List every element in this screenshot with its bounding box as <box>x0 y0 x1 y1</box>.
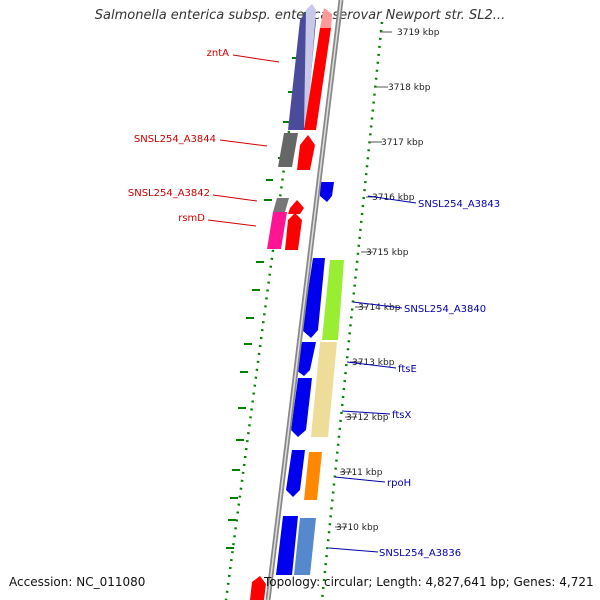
tick-label: 3715 kbp <box>366 248 409 258</box>
tick-label: 3717 kbp <box>381 138 424 148</box>
backbone-highlight <box>267 0 342 600</box>
gene-label-SNSL254_A3842: SNSL254_A3842 <box>128 188 210 199</box>
tick-label: 3716 kbp <box>372 193 415 203</box>
tick-label: 3714 kbp <box>358 303 401 313</box>
gene-label-rpoH: rpoH <box>387 478 411 489</box>
gene-block-SNSL254_A3840-track <box>322 260 344 340</box>
gene-label-ftsE: ftsE <box>398 364 417 375</box>
gene-block-SNSL254_A3843 <box>320 182 334 202</box>
gene-block-ftsE <box>296 342 316 376</box>
gene-block-SNSL254_A3836 <box>276 516 298 575</box>
gene-label-SNSL254_A3844: SNSL254_A3844 <box>134 134 216 145</box>
accession-label: Accession: NC_011080 <box>9 575 146 589</box>
map-title: Salmonella enterica subsp. enterica sero… <box>94 8 506 23</box>
gene-label-zntA: zntA <box>207 48 230 59</box>
gene-block-bottom <box>250 576 266 600</box>
gene-block-SNSL254_A3840 <box>302 258 325 338</box>
gene-block-rpoH <box>286 450 305 497</box>
gene-block-ftsE-track <box>311 342 337 437</box>
tick-label: 3712 kbp <box>346 413 389 423</box>
gene-block-ftsX <box>291 378 312 437</box>
gc-content-track-inner <box>320 21 384 600</box>
gene-block-zntA-shade <box>304 4 316 128</box>
gene-block-rsmD <box>267 212 287 249</box>
gene-block-rpoH-track <box>304 452 322 500</box>
gene-block-SNSL254_A3844-forward <box>297 135 315 170</box>
tick-label: 3719 kbp <box>397 28 440 38</box>
tick-label: 3713 kbp <box>352 358 395 368</box>
tick-marks <box>335 31 392 528</box>
gc-content-track-outer <box>224 11 307 600</box>
gene-block-SNSL254_A3842-forward <box>288 200 304 214</box>
forward-label-leaders <box>328 195 417 553</box>
tick-label: 3710 kbp <box>336 523 379 533</box>
tick-label: 3711 kbp <box>340 468 383 478</box>
gene-label-SNSL254_A3843: SNSL254_A3843 <box>418 199 500 210</box>
gene-label-SNSL254_A3840: SNSL254_A3840 <box>404 304 486 315</box>
gene-label-rsmD: rsmD <box>178 213 205 224</box>
topology-label: Topology: circular; Length: 4,827,641 bp… <box>264 575 594 589</box>
gene-block-SNSL254_A3842 <box>273 198 289 212</box>
gene-label-ftsX: ftsX <box>392 410 411 421</box>
tick-label: 3718 kbp <box>388 83 431 93</box>
gene-label-SNSL254_A3836: SNSL254_A3836 <box>379 548 461 559</box>
gene-block-zntA-forward-tip <box>320 8 332 28</box>
reverse-label-leaders <box>207 54 280 227</box>
gene-block-SNSL254_A3844 <box>278 133 298 167</box>
gene-block-zntA-forward <box>304 28 331 130</box>
gene-block-rsmD-forward <box>285 213 302 250</box>
gene-block-SNSL254_A3836-track <box>294 518 316 575</box>
